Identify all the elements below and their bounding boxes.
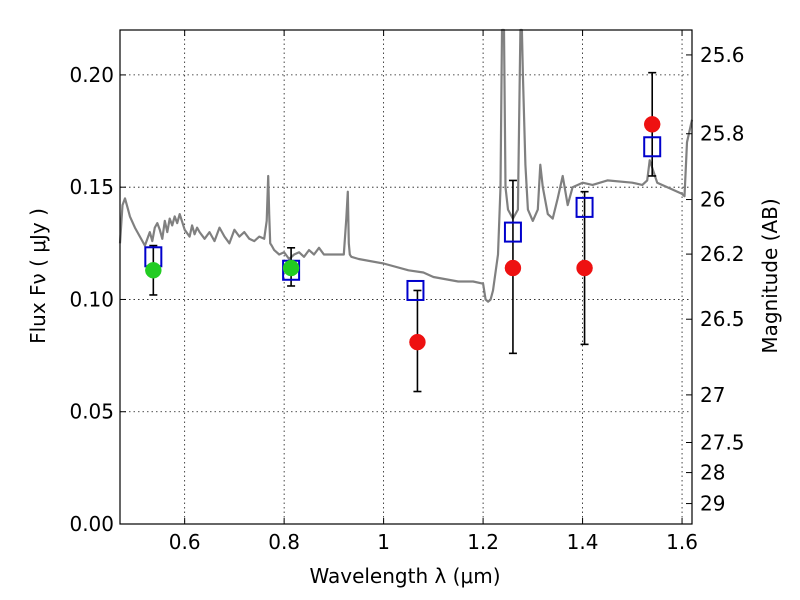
- model-sed-layer: [118, 28, 694, 303]
- x-tick-label: 1.2: [467, 530, 499, 554]
- x-tick-label: 0.8: [268, 530, 300, 554]
- y2-tick-label: 26: [700, 188, 725, 212]
- y2-tick-label: 25.8: [700, 122, 745, 146]
- data-markers: [144, 116, 662, 351]
- y-tick-label: 0.00: [69, 512, 114, 536]
- x-tick-label: 0.6: [169, 530, 201, 554]
- y-tick-label: 0.20: [69, 63, 114, 87]
- model-photometry-square: [575, 196, 594, 218]
- x-axis-label: Wavelength λ (μm): [309, 564, 500, 588]
- y2-tick-label: 29: [700, 492, 725, 516]
- y-tick-label: 0.05: [69, 400, 114, 424]
- y-axis-left: 0.00 0.05 0.10 0.15 0.20: [69, 63, 126, 536]
- detection-point: [409, 333, 426, 351]
- model-sed-line: [118, 28, 694, 303]
- y2-tick-label: 25.6: [700, 43, 745, 67]
- y-axis-label: Flux Fν ( μJy ): [26, 208, 50, 344]
- x-tick-label: 1: [377, 530, 390, 554]
- plot-frame: [119, 29, 693, 525]
- detection-point: [145, 262, 162, 279]
- y2-tick-label: 28: [700, 461, 725, 485]
- grid: [120, 30, 692, 524]
- x-axis: 0.6 0.8 1 1.2 1.4 1.6: [169, 30, 698, 554]
- detection-point: [282, 259, 300, 277]
- detection-point: [504, 259, 522, 277]
- y2-tick-label: 26.2: [700, 242, 745, 266]
- error-bars: [149, 71, 657, 393]
- x-tick-label: 1.4: [567, 530, 599, 554]
- y-axis-right: 25.6 25.8 26 26.2 26.5 27 27.5 28 29: [686, 43, 745, 516]
- y-tick-label: 0.10: [69, 287, 114, 311]
- y2-tick-label: 26.5: [700, 307, 745, 331]
- y2-tick-label: 27: [700, 383, 725, 407]
- detection-point: [643, 116, 661, 133]
- x-tick-label: 1.6: [666, 530, 698, 554]
- y2-axis-label: Magnitude (AB): [758, 198, 782, 353]
- y-tick-label: 0.15: [69, 175, 114, 199]
- y2-tick-label: 27.5: [700, 430, 745, 454]
- model-photometry-square: [406, 279, 425, 301]
- model-photometry-square: [503, 221, 522, 243]
- detection-point: [576, 259, 593, 277]
- model-photometry-square: [643, 136, 662, 158]
